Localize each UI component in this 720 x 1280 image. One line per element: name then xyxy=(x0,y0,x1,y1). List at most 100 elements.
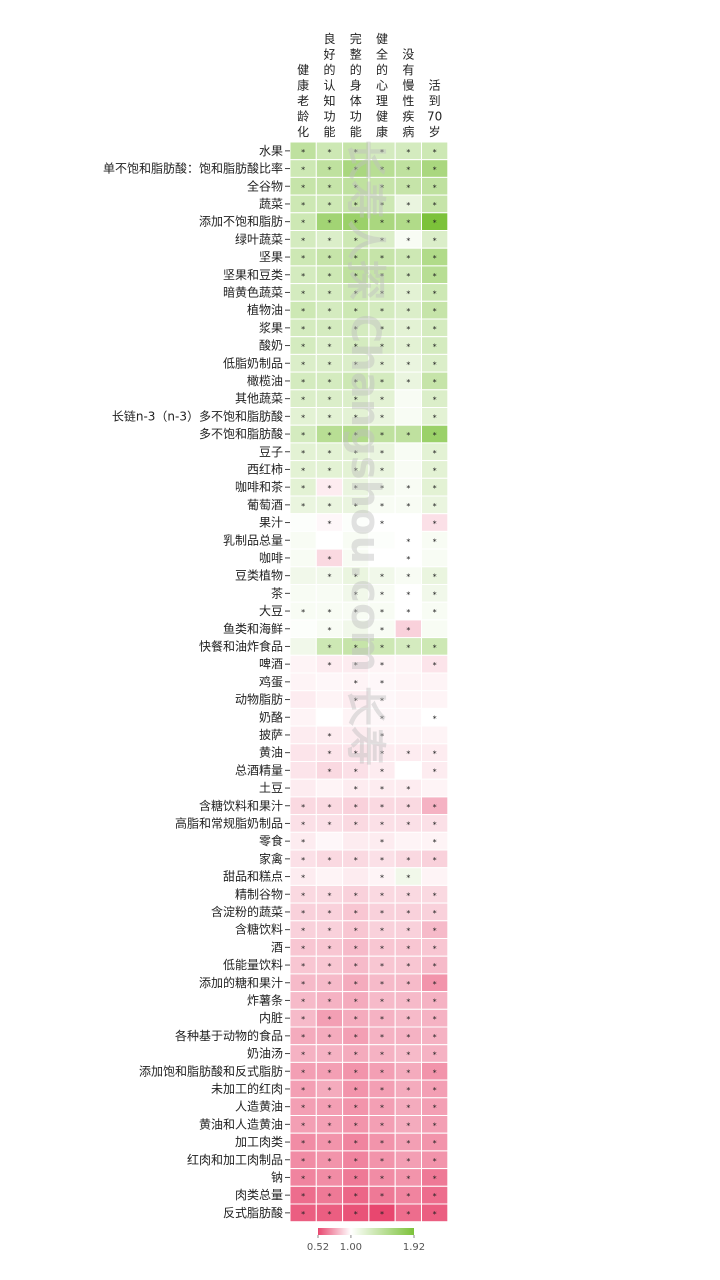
significance-star: * xyxy=(433,343,437,352)
significance-star: * xyxy=(327,1192,331,1201)
heatmap-cell xyxy=(289,530,317,550)
row-label: 低脂奶制品 xyxy=(223,355,283,370)
row-label: 加工肉类 xyxy=(235,1135,283,1149)
significance-star: * xyxy=(433,449,437,458)
significance-star: * xyxy=(380,236,384,245)
significance-star: * xyxy=(406,750,410,759)
significance-star: * xyxy=(354,1174,358,1183)
significance-star: * xyxy=(354,1086,358,1095)
significance-star: * xyxy=(433,1051,437,1060)
significance-star: * xyxy=(354,590,358,599)
significance-star: * xyxy=(380,679,384,688)
column-label-char: 能 xyxy=(350,125,362,139)
significance-star: * xyxy=(301,236,305,245)
significance-star: * xyxy=(301,1086,305,1095)
significance-star: * xyxy=(380,661,384,670)
significance-star: * xyxy=(406,1068,410,1077)
heatmap-cell xyxy=(394,442,423,462)
significance-star: * xyxy=(433,413,437,422)
significance-star: * xyxy=(301,431,305,440)
significance-star: * xyxy=(406,820,410,829)
row-label: 橄榄油 xyxy=(247,373,283,388)
column-label-char: 龄 xyxy=(297,110,309,124)
significance-star: * xyxy=(301,502,305,511)
significance-star: * xyxy=(327,1104,331,1113)
significance-star: * xyxy=(327,909,331,918)
significance-star: * xyxy=(433,643,437,652)
significance-star: * xyxy=(301,1210,305,1219)
row-label: 快餐和油炸食品 xyxy=(199,638,283,653)
heatmap-cell xyxy=(421,778,449,798)
column-label-char: 的 xyxy=(376,62,388,77)
column-label-char: 老 xyxy=(297,94,309,108)
heatmap-cell xyxy=(421,619,449,639)
heatmap-cell xyxy=(342,867,370,886)
significance-star: * xyxy=(327,378,331,387)
heatmap-cell xyxy=(289,619,317,639)
heatmap-cell xyxy=(289,672,317,692)
significance-star: * xyxy=(327,1121,331,1130)
row-label: 多不饱和脂肪酸 xyxy=(199,426,283,441)
significance-star: * xyxy=(327,820,331,829)
significance-star: * xyxy=(433,466,437,475)
row-label: 大豆 xyxy=(259,604,283,618)
significance-star: * xyxy=(327,643,331,652)
significance-star: * xyxy=(406,1104,410,1113)
heatmap-cells: * * * * * * * * * * * * * * * * * * * * * * * * * * * * * * * * * * * * * * * *… xyxy=(289,141,449,1223)
significance-star: * xyxy=(380,838,384,847)
significance-star: * xyxy=(380,820,384,829)
significance-star: * xyxy=(433,201,437,210)
significance-star: * xyxy=(406,608,410,617)
significance-star: * xyxy=(380,360,384,369)
heatmap-cell xyxy=(394,725,423,745)
significance-star: * xyxy=(354,1068,358,1077)
row-label: 反式脂肪酸 xyxy=(223,1205,283,1220)
significance-star: * xyxy=(301,1192,305,1201)
significance-star: * xyxy=(327,236,331,245)
significance-star: * xyxy=(301,1033,305,1042)
significance-star: * xyxy=(354,927,358,936)
significance-star: * xyxy=(433,378,437,387)
heatmap-cell xyxy=(394,672,423,692)
significance-star: * xyxy=(380,856,384,865)
significance-star: * xyxy=(433,1104,437,1113)
significance-star: * xyxy=(301,219,305,228)
significance-star: * xyxy=(406,590,410,599)
significance-star: * xyxy=(380,413,384,422)
significance-star: * xyxy=(301,1051,305,1060)
row-label: 长链n-3（n-3）多不饱和脂肪酸 xyxy=(112,408,283,423)
column-label-char: 功 xyxy=(323,110,335,124)
heatmap-cell xyxy=(315,707,344,727)
significance-star: * xyxy=(380,608,384,617)
significance-star: * xyxy=(406,502,410,511)
significance-star: * xyxy=(380,1033,384,1042)
significance-star: * xyxy=(354,803,358,812)
significance-star: * xyxy=(354,1015,358,1024)
significance-star: * xyxy=(354,449,358,458)
significance-star: * xyxy=(301,396,305,405)
significance-star: * xyxy=(354,201,358,210)
significance-star: * xyxy=(380,767,384,776)
row-label: 其他蔬菜 xyxy=(235,392,283,406)
significance-star: * xyxy=(380,909,384,918)
heatmap-cell xyxy=(394,761,423,780)
significance-star: * xyxy=(406,1121,410,1130)
heatmap-cell xyxy=(289,513,317,532)
row-label: 坚果 xyxy=(259,250,283,264)
column-label-char: 70 xyxy=(427,110,442,124)
significance-star: * xyxy=(354,466,358,475)
significance-star: * xyxy=(380,307,384,316)
heatmap-cell xyxy=(394,407,423,426)
column-label-char: 康 xyxy=(297,78,309,93)
significance-star: * xyxy=(406,272,410,281)
significance-star: * xyxy=(380,325,384,334)
heatmap-cell xyxy=(421,867,449,886)
significance-star: * xyxy=(327,997,331,1006)
significance-star: * xyxy=(433,1086,437,1095)
heatmap-cell xyxy=(394,654,423,674)
significance-star: * xyxy=(327,1139,331,1148)
significance-star: * xyxy=(406,962,410,971)
significance-star: * xyxy=(406,785,410,794)
row-label: 茶 xyxy=(271,585,283,600)
significance-star: * xyxy=(301,944,305,953)
